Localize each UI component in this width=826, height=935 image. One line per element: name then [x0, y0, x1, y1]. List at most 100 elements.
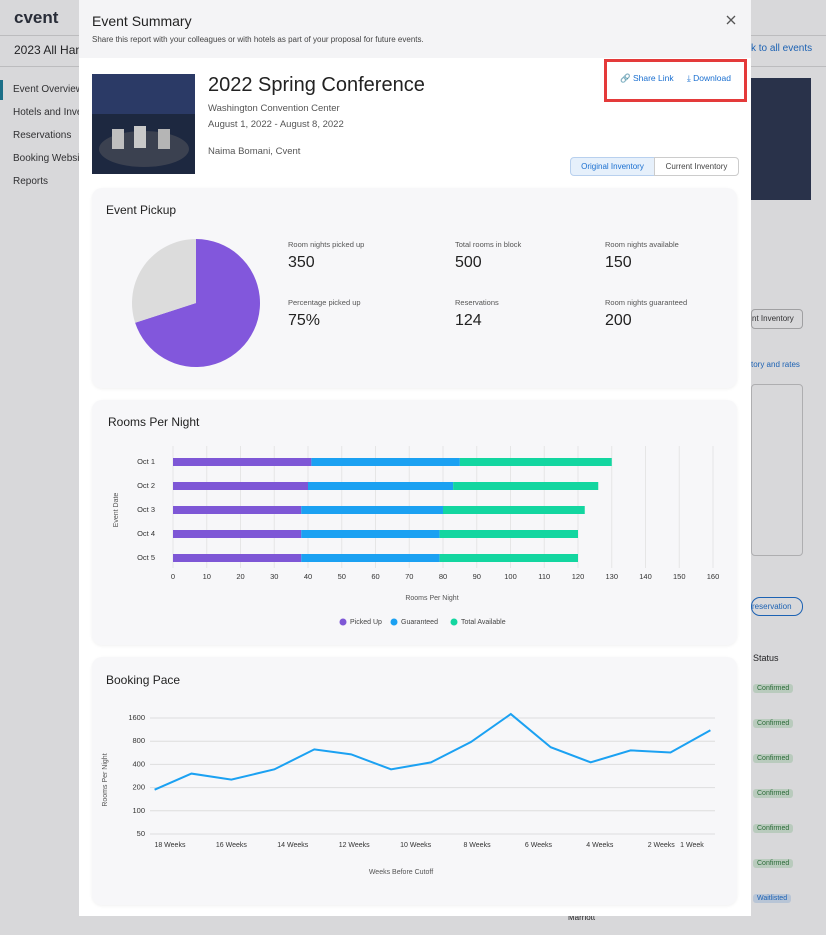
pace-card	[92, 657, 737, 905]
x-tick-label: 90	[473, 572, 481, 581]
download-text[interactable]: Download	[693, 73, 731, 83]
toggle-current[interactable]: Current Inventory	[654, 157, 739, 176]
bg-panel	[751, 384, 803, 556]
legend-swatch	[390, 618, 398, 626]
stat-label: Room nights guaranteed	[605, 298, 688, 307]
bar-segment	[173, 458, 312, 466]
pie-slice	[132, 239, 196, 323]
y-tick-label: Oct 2	[137, 481, 155, 490]
download[interactable]: ⤓ Download	[687, 73, 731, 83]
bar-segment	[443, 506, 585, 514]
x-tick-label: 130	[605, 572, 618, 581]
share-link[interactable]: 🔗 Share Link	[620, 73, 674, 83]
x-tick-label: 20	[236, 572, 244, 581]
modal-header	[79, 0, 751, 58]
x-tick-label: 1 Week	[680, 842, 704, 849]
bar-segment	[311, 458, 460, 466]
x-tick-label: 10	[203, 572, 211, 581]
x-tick-label: 12 Weeks	[339, 842, 370, 849]
nav-item[interactable]: Event Overview	[13, 84, 84, 95]
nav-indicator	[0, 80, 3, 100]
event-venue: Washington Convention Center	[208, 103, 340, 114]
stat-value: 350	[288, 254, 315, 271]
inventory-tab[interactable]: nt Inventory	[751, 309, 803, 329]
x-tick-label: 60	[371, 572, 379, 581]
modal-title: Event Summary	[92, 13, 192, 29]
status-badge: Confirmed	[753, 789, 794, 798]
bar-segment	[439, 554, 578, 562]
event-name: 2022 Spring Conference	[208, 74, 425, 96]
bar-segment	[459, 458, 612, 466]
bar-segment	[173, 554, 302, 562]
legend-label: Total Available	[461, 619, 506, 626]
bg-photo	[751, 78, 811, 200]
reservation-button[interactable]: reservation	[751, 597, 803, 616]
stat-label: Room nights picked up	[288, 240, 365, 249]
share-link-text[interactable]: Share Link	[632, 73, 674, 83]
bar-segment	[173, 530, 302, 538]
status-header[interactable]: Status	[753, 653, 779, 663]
x-tick-label: 18 Weeks	[154, 842, 185, 849]
close-button[interactable]	[725, 14, 737, 26]
y-tick-label: 400	[132, 759, 145, 768]
back-link[interactable]: k to all events	[751, 43, 813, 54]
y-tick-label: Oct 4	[137, 529, 155, 538]
legend-swatch	[450, 618, 458, 626]
y-tick-label: 50	[137, 829, 145, 838]
y-tick-label: 100	[132, 806, 145, 815]
bar-segment	[301, 554, 440, 562]
stat-value: 200	[605, 312, 632, 329]
bar-segment	[301, 530, 440, 538]
x-tick-label: 160	[707, 572, 720, 581]
x-axis-title: Weeks Before Cutoff	[369, 869, 433, 876]
card-title: Event Pickup	[106, 203, 177, 217]
bar-segment	[173, 482, 308, 490]
nav-item[interactable]: Hotels and Inven	[13, 107, 89, 118]
event-owner: Naima Bomani, Cvent	[208, 146, 301, 157]
stat-label: Total rooms in block	[455, 240, 522, 249]
x-tick-label: 80	[439, 572, 447, 581]
x-tick-label: 4 Weeks	[586, 842, 614, 849]
y-axis-title: Rooms Per Night	[102, 753, 109, 806]
x-tick-label: 140	[639, 572, 652, 581]
bar-segment	[453, 482, 599, 490]
x-axis-title: Rooms Per Night	[405, 595, 458, 602]
x-tick-label: 100	[504, 572, 517, 581]
x-tick-label: 150	[673, 572, 686, 581]
y-tick-label: 200	[132, 783, 145, 792]
y-axis-title: Event Date	[113, 493, 120, 528]
stat-label: Reservations	[455, 298, 499, 307]
x-tick-label: 10 Weeks	[400, 842, 431, 849]
legend-swatch	[339, 618, 347, 626]
x-tick-label: 120	[572, 572, 585, 581]
status-badge: Confirmed	[753, 859, 794, 868]
modal-subtitle: Share this report with your colleagues o…	[92, 35, 424, 44]
hotel-name: Marriott	[568, 913, 596, 922]
x-tick-label: 70	[405, 572, 413, 581]
x-tick-label: 30	[270, 572, 278, 581]
stat-label: Room nights available	[605, 240, 679, 249]
y-tick-label: Oct 1	[137, 457, 155, 466]
legend-label: Guaranteed	[401, 619, 438, 626]
x-tick-label: 8 Weeks	[463, 842, 491, 849]
page-title: 2023 All Hand	[14, 43, 89, 57]
x-tick-label: 16 Weeks	[216, 842, 247, 849]
status-badge: Confirmed	[753, 719, 794, 728]
nav-item[interactable]: Reservations	[13, 130, 72, 141]
nav-item[interactable]: Reports	[13, 176, 49, 187]
bar-segment	[308, 482, 454, 490]
stat-value: 124	[455, 312, 482, 329]
x-tick-label: 14 Weeks	[277, 842, 308, 849]
logo[interactable]: cvent	[14, 8, 59, 27]
bar-segment	[173, 506, 302, 514]
status-badge: Confirmed	[753, 824, 794, 833]
bar-segment	[439, 530, 578, 538]
event-dates: August 1, 2022 - August 8, 2022	[208, 119, 344, 130]
status-badge: Confirmed	[753, 684, 794, 693]
rates-link[interactable]: tory and rates	[751, 360, 800, 369]
nav-item[interactable]: Booking Website	[13, 153, 88, 164]
line-series	[154, 712, 711, 791]
stat-value: 75%	[288, 312, 321, 329]
